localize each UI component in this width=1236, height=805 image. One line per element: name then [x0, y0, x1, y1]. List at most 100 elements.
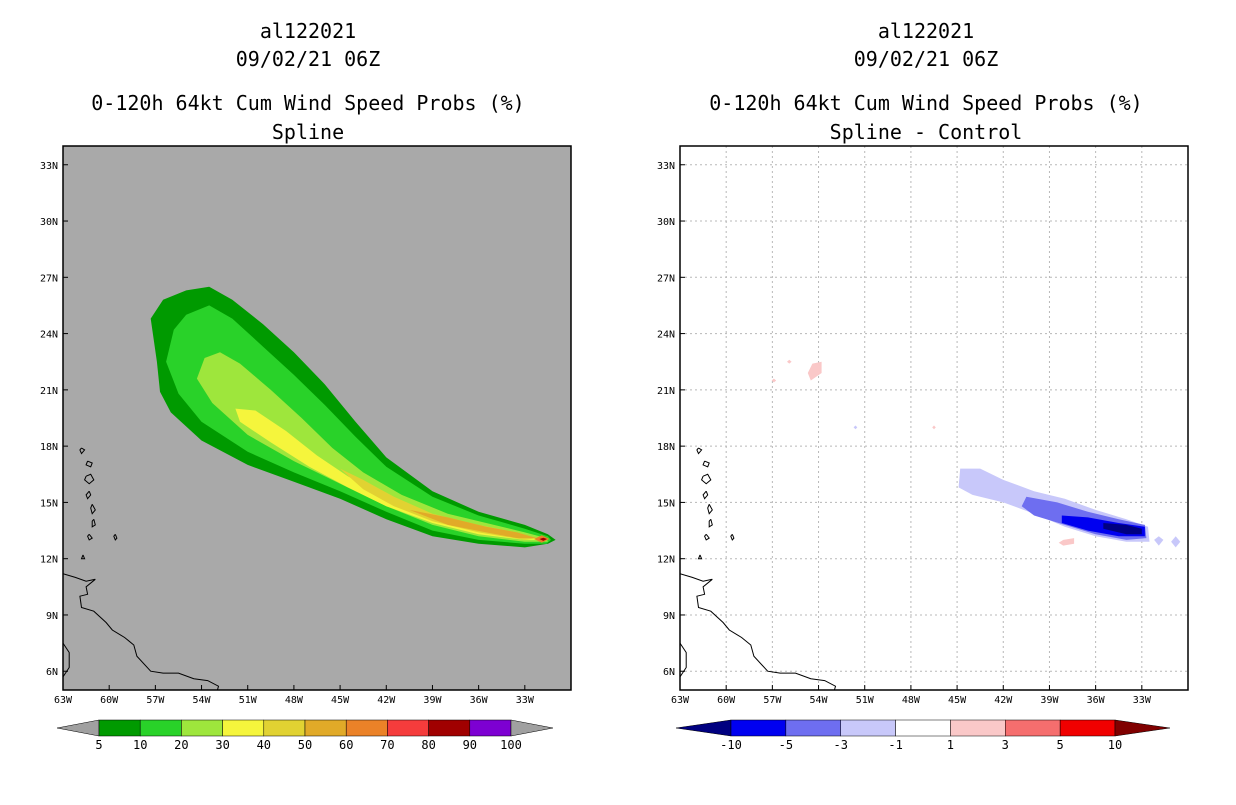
y-tick-label: 27N — [40, 273, 58, 284]
y-tick-label: 12N — [40, 555, 58, 566]
colorbar-swatch — [139, 719, 182, 737]
x-tick-label: 33W — [1133, 695, 1152, 706]
colorbar-label: 10 — [133, 738, 147, 752]
coastline-segment — [697, 554, 703, 560]
left-plot-frame — [62, 145, 572, 691]
x-tick-label: 51W — [856, 695, 875, 706]
contour-level-50-60 — [409, 509, 538, 539]
x-tick-label: 51W — [239, 695, 258, 706]
colorbar-swatch — [345, 719, 388, 737]
right-axis-ticks: 63W 60W 57W 54W 51W 48W 45W 42W 39W 36W 33W 33N 30N 2… — [657, 161, 1152, 706]
y-tick-label: 15N — [40, 498, 58, 509]
coastline-segment — [80, 554, 86, 560]
x-tick-label: 33W — [516, 695, 535, 706]
contour-level-1to3 — [1058, 538, 1075, 546]
colorbar-label: 20 — [174, 738, 188, 752]
colorbar-label: -3 — [833, 738, 847, 752]
colorbar-label: 10 — [1108, 738, 1122, 752]
colorbar-over-triangle — [1114, 719, 1171, 737]
colorbar-swatch — [950, 719, 1006, 737]
colorbar-swatch — [1059, 719, 1116, 737]
coastline-segment — [63, 573, 220, 690]
right-colorbar: -10 -5 -3 -1 1 3 5 10 — [675, 719, 1171, 752]
coastline-segment — [704, 533, 710, 541]
right-plot-frame — [679, 145, 1189, 691]
left-axis-ticks: 63W 60W 57W 54W 51W 48W 45W 42W 39W 36W 33W 33N 30N 2… — [40, 161, 535, 706]
coastline-segment — [680, 642, 687, 678]
right-title-line-3: 0-120h 64kt Cum Wind Speed Probs (%) — [709, 91, 1142, 115]
contour-level-<-10 — [1103, 523, 1142, 535]
contour-level-20-30 — [196, 352, 548, 542]
colorbar-label: 5 — [1057, 738, 1064, 752]
coastline-segment — [91, 518, 96, 528]
contour-level--3to-1 — [853, 425, 858, 430]
contour-level-30-40 — [235, 408, 544, 540]
x-tick-label: 57W — [763, 695, 782, 706]
y-tick-label: 9N — [663, 611, 675, 622]
contour-level--3to-1 — [1007, 485, 1012, 490]
coastline-segment — [87, 533, 93, 541]
colorbar-label: -5 — [779, 738, 793, 752]
colorbar-label: 50 — [298, 738, 312, 752]
coastline-segment — [707, 504, 713, 515]
colorbar-label: 100 — [500, 738, 522, 752]
y-tick-label: 15N — [657, 498, 675, 509]
colorbar-swatch — [730, 719, 787, 737]
colorbar-swatch — [222, 719, 265, 737]
x-tick-label: 60W — [100, 695, 119, 706]
x-tick-label: 48W — [902, 695, 921, 706]
y-tick-label: 9N — [46, 611, 58, 622]
colorbar-label: 30 — [215, 738, 229, 752]
y-tick-label: 30N — [40, 217, 58, 228]
colorbar-swatch — [304, 719, 347, 737]
coastline-segment — [730, 533, 735, 541]
right-panel: al122021 09/02/21 06Z 0-120h 64kt Cum Wi… — [657, 19, 1189, 752]
y-tick-label: 18N — [40, 442, 58, 453]
y-tick-label: 21N — [40, 386, 58, 397]
colorbar-under-triangle — [56, 719, 100, 737]
coastline-segment — [708, 518, 713, 528]
colorbar-swatch — [895, 719, 951, 737]
colorbar-swatch — [840, 719, 896, 737]
coastline-segment — [85, 490, 92, 500]
colorbar-swatch — [1005, 719, 1061, 737]
colorbar-label: -10 — [720, 738, 742, 752]
contour-level-1to3 — [771, 378, 777, 383]
y-tick-label: 30N — [657, 217, 675, 228]
left-panel: al122021 09/02/21 06Z 0-120h 64kt Cum Wi… — [40, 19, 572, 752]
colorbar-label: 90 — [463, 738, 477, 752]
coastline-segment — [702, 490, 709, 500]
x-tick-label: 54W — [193, 695, 212, 706]
coastline-segment — [702, 460, 710, 468]
coastline-segment — [680, 573, 837, 690]
coastline-segment — [700, 473, 712, 485]
contour-level-80-90 — [539, 537, 548, 541]
x-tick-label: 48W — [285, 695, 304, 706]
colorbar-label: 80 — [421, 738, 435, 752]
x-tick-label: 39W — [1040, 695, 1059, 706]
x-tick-label: 36W — [1087, 695, 1106, 706]
right-title-line-4: Spline - Control — [830, 120, 1023, 144]
left-contours — [150, 286, 556, 548]
colorbar-over-triangle — [510, 719, 554, 737]
x-tick-label: 45W — [331, 695, 350, 706]
contour-level--3to-1 — [1171, 536, 1181, 548]
x-tick-label: 45W — [948, 695, 967, 706]
colorbar-swatch — [181, 719, 223, 737]
coastline-segment — [696, 447, 703, 455]
colorbar-swatch — [785, 719, 841, 737]
x-tick-label: 63W — [54, 695, 73, 706]
y-tick-label: 33N — [657, 161, 675, 172]
contour-level--3to-1 — [1154, 536, 1164, 546]
coastline-segment — [63, 642, 70, 678]
y-tick-label: 18N — [657, 442, 675, 453]
y-tick-label: 33N — [40, 161, 58, 172]
coastline-segment — [85, 460, 93, 468]
y-tick-label: 21N — [657, 386, 675, 397]
colorbar-label: 70 — [380, 738, 394, 752]
coastline-segment — [83, 473, 95, 485]
colorbar-label: 3 — [1002, 738, 1009, 752]
left-coastline — [63, 447, 220, 690]
y-tick-label: 24N — [40, 330, 58, 341]
